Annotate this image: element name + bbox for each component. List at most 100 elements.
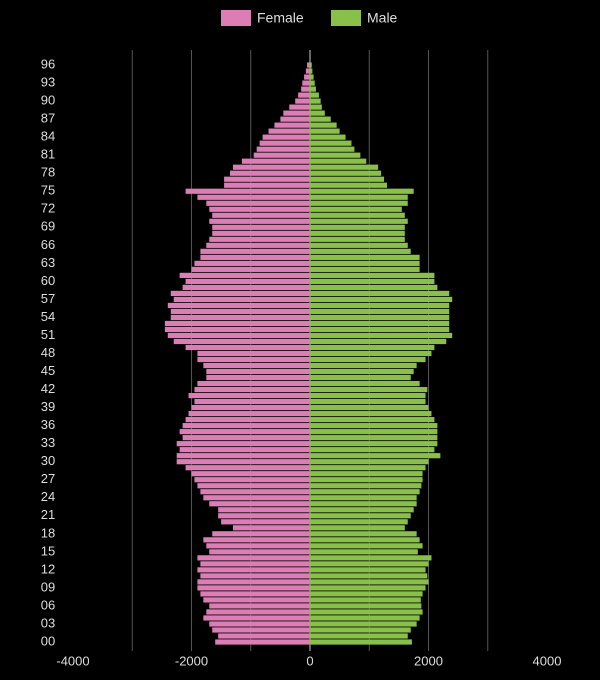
bar: [212, 531, 310, 537]
y-tick-label: 96: [41, 56, 55, 71]
bar: [310, 170, 382, 176]
bar: [176, 441, 310, 447]
bar: [230, 170, 310, 176]
bar: [167, 302, 310, 309]
bar: [274, 122, 310, 128]
bar: [310, 260, 420, 266]
bar: [197, 356, 310, 363]
y-tick-label: 42: [41, 381, 55, 396]
bar: [310, 314, 450, 321]
bar: [170, 314, 310, 321]
bar: [310, 272, 435, 278]
bar: [310, 603, 422, 609]
bar: [310, 320, 450, 327]
bar: [310, 477, 423, 483]
legend-swatch: [331, 10, 361, 26]
bar: [310, 459, 429, 465]
bar: [310, 92, 319, 98]
bar: [200, 573, 310, 579]
bar: [218, 507, 310, 513]
bar: [268, 128, 310, 134]
bar: [295, 98, 310, 104]
bar: [176, 459, 310, 465]
bar: [310, 399, 426, 405]
y-tick-label: 48: [41, 345, 55, 360]
bar: [188, 411, 310, 417]
x-tick-label: -2000: [175, 653, 208, 668]
bar: [283, 110, 310, 116]
legend-swatch: [221, 10, 251, 26]
bar: [310, 633, 408, 639]
bar: [256, 146, 310, 152]
bar: [197, 380, 310, 387]
bar: [310, 525, 405, 531]
bar: [310, 128, 340, 134]
y-tick-label: 78: [41, 165, 55, 180]
y-tick-label: 57: [41, 291, 55, 306]
bar: [310, 531, 417, 537]
y-tick-label: 33: [41, 435, 55, 450]
bar: [310, 615, 420, 621]
bar: [310, 549, 418, 555]
bar: [179, 447, 310, 453]
bar: [253, 152, 310, 158]
bar: [310, 104, 322, 110]
bar: [310, 429, 438, 435]
bar: [179, 272, 310, 278]
bar: [310, 194, 408, 200]
y-tick-label: 21: [41, 507, 55, 522]
bar: [197, 579, 310, 585]
bar: [197, 483, 310, 489]
bar: [310, 98, 321, 104]
bar: [310, 543, 423, 549]
bar: [310, 356, 426, 363]
y-tick-label: 63: [41, 255, 55, 270]
bar: [232, 164, 310, 170]
y-tick-label: 66: [41, 237, 55, 252]
bar: [212, 224, 310, 230]
bar: [307, 62, 310, 68]
bar: [289, 104, 310, 110]
y-tick-label: 72: [41, 201, 55, 216]
y-tick-label: 60: [41, 273, 55, 288]
bar: [310, 465, 426, 471]
bar: [310, 152, 361, 158]
bar: [206, 368, 310, 375]
bar: [209, 206, 310, 212]
bar: [310, 290, 450, 297]
bar: [280, 116, 310, 122]
bar: [191, 266, 310, 272]
bar: [206, 374, 310, 381]
bar: [209, 501, 310, 507]
bar: [241, 158, 310, 164]
bar: [310, 555, 432, 561]
bar: [310, 350, 432, 357]
bar: [301, 86, 310, 92]
bar: [310, 212, 405, 218]
bar: [206, 609, 310, 615]
bar: [310, 411, 432, 417]
bar: [310, 164, 379, 170]
bar: [310, 146, 355, 152]
bar: [191, 471, 310, 477]
bar: [310, 236, 405, 242]
bar: [310, 639, 412, 645]
bar: [212, 230, 310, 236]
bar: [176, 453, 310, 459]
bar: [310, 435, 438, 441]
y-tick-label: 15: [41, 543, 55, 558]
y-tick-label: 18: [41, 525, 55, 540]
bar: [218, 633, 310, 639]
y-tick-label: 12: [41, 561, 55, 576]
bar: [170, 308, 310, 315]
x-tick-label: 0: [306, 653, 313, 668]
bar: [209, 218, 310, 224]
bar: [310, 374, 411, 381]
bar: [310, 392, 426, 399]
bar: [310, 80, 315, 86]
y-tick-label: 69: [41, 219, 55, 234]
bar: [310, 182, 388, 188]
bar: [310, 338, 447, 345]
bar: [206, 543, 310, 549]
bar: [182, 423, 310, 429]
